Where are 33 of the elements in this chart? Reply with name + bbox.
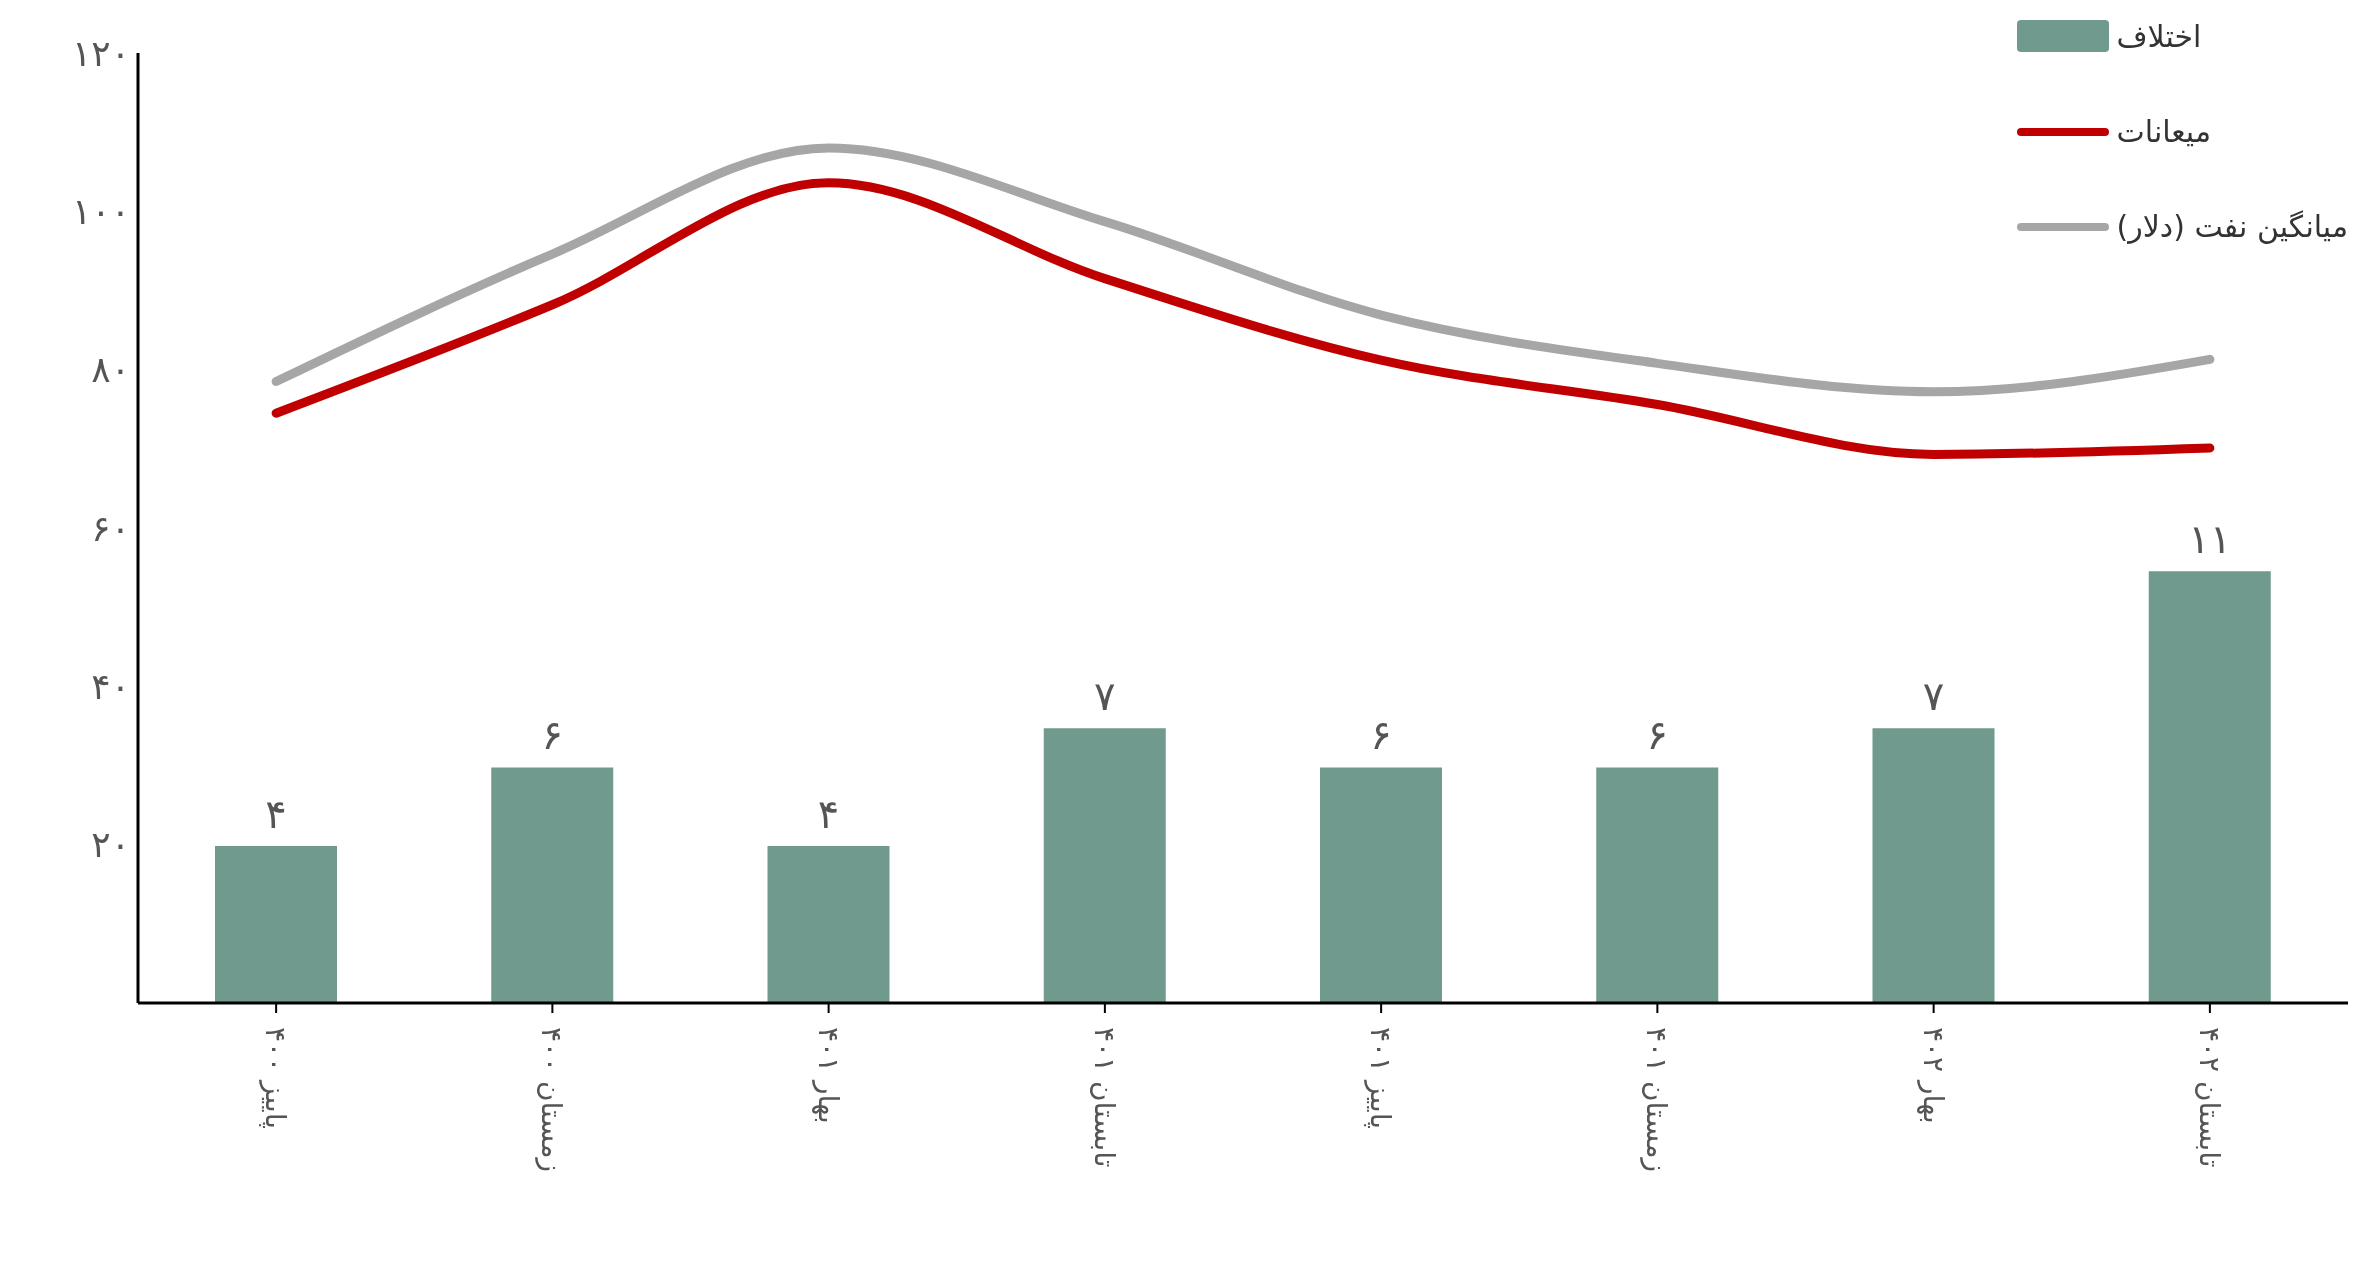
bar [1320,767,1442,1003]
bar [215,845,337,1003]
x-tick-label: تابستان ۴۰۱ [1087,1027,1121,1168]
x-tick-label: تابستان ۴۰۲ [2192,1027,2226,1168]
data-label: ۱۱ [2188,516,2232,563]
x-tick-label: زمستان ۴۰۰ [535,1027,569,1173]
data-label: ۶ [1370,712,1392,759]
data-label: ۷ [1094,673,1116,720]
y-tick-label: ۶۰ [91,507,130,549]
y-tick-label: ۴۰ [91,666,130,708]
bar [767,845,890,1003]
x-tick-label: پاییز ۴۰۱ [1364,1027,1398,1130]
bar [491,767,614,1003]
data-label: ۴ [265,790,287,837]
x-tick-label: بهار ۴۰۲ [1916,1027,1950,1124]
y-tick-label: ۱۲۰ [71,32,130,74]
data-label: ۷ [1922,673,1945,720]
bar [1596,767,1719,1003]
x-tick-label: پاییز ۴۰۰ [259,1027,293,1130]
data-label: ۶ [1646,712,1668,759]
data-label: ۴ [817,790,840,837]
legend-label: اختلاف [2116,18,2202,54]
x-tick-label: زمستان ۴۰۱ [1640,1027,1674,1173]
legend-label: میعانات [2116,114,2211,149]
data-label: ۶ [541,712,563,759]
bar [1872,728,1995,1003]
bar [2148,571,2271,1003]
y-tick-label: ۲۰ [91,824,130,866]
x-tick-label: بهار ۴۰۱ [811,1027,845,1124]
y-tick-label: ۱۰۰ [71,191,130,233]
legend-label: میانگین نفت (دلار) [2116,209,2348,244]
y-tick-label: ۸۰ [91,349,130,391]
bar [1043,728,1166,1003]
